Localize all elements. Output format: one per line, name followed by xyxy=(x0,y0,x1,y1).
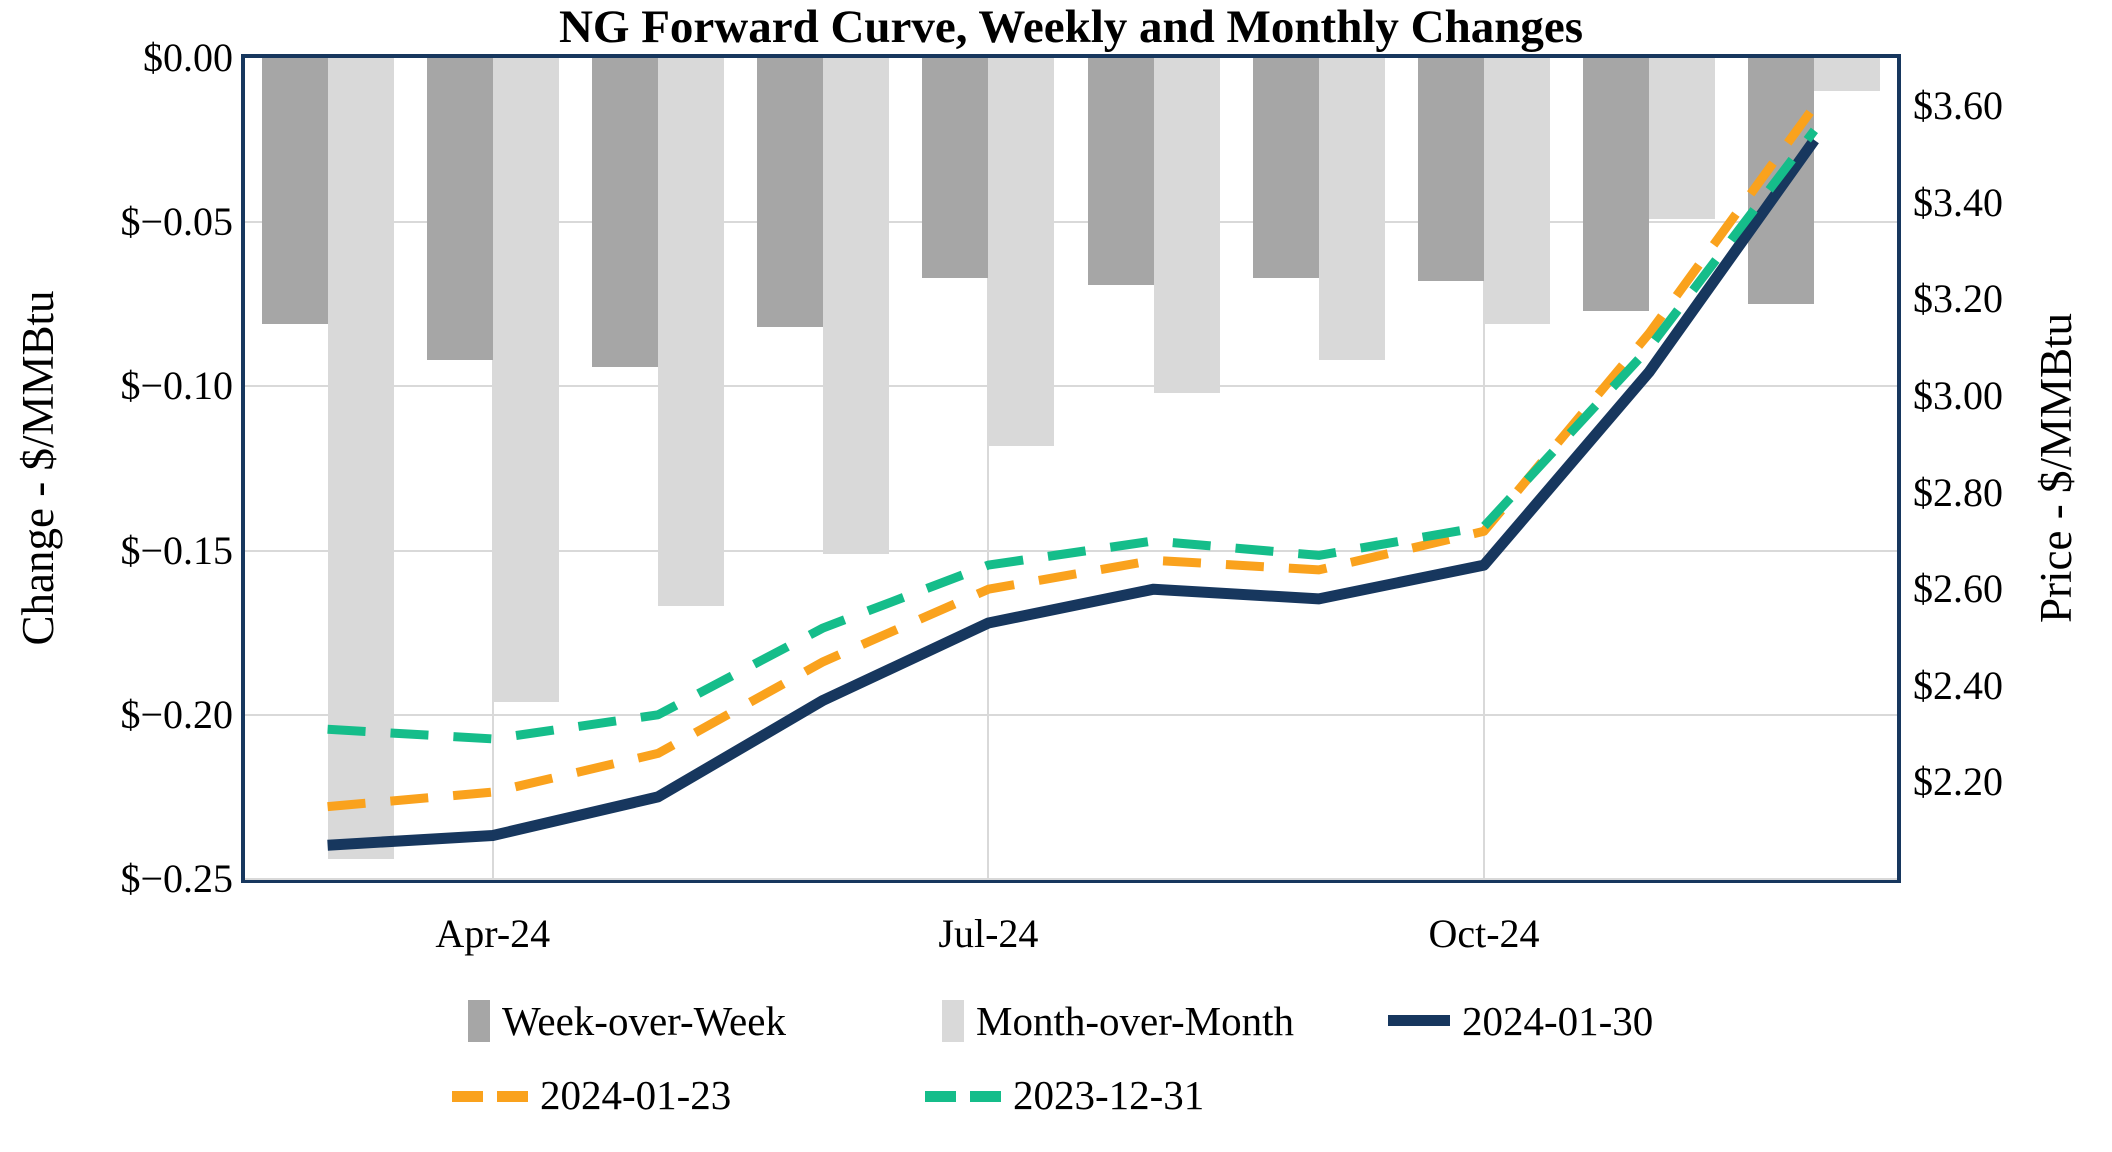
right-axis-tick: $2.60 xyxy=(1913,566,2003,612)
legend-label: 2024-01-30 xyxy=(1462,998,1654,1044)
left-axis-tick: $−0.20 xyxy=(120,691,233,737)
week-over-week-bar-Mar-24 xyxy=(261,58,328,324)
left-axis-tick: $−0.10 xyxy=(120,363,233,409)
gridline-horizontal xyxy=(245,385,1897,388)
right-axis-tick: $2.40 xyxy=(1913,662,2003,708)
gridline-horizontal xyxy=(245,221,1897,224)
x-axis-tick-Oct-24: Oct-24 xyxy=(1428,911,1540,956)
x-axis-tick-Apr-24: Apr-24 xyxy=(435,911,551,956)
month-over-month-bar-Oct-24 xyxy=(1484,58,1550,324)
dashed-line-swatch-icon xyxy=(497,1091,528,1102)
month-over-month-swatch-icon xyxy=(942,1000,964,1042)
plot-area xyxy=(241,54,1901,883)
week-over-week-bar-Apr-24 xyxy=(426,58,493,361)
week-over-week-bar-Nov-24 xyxy=(1583,58,1650,311)
month-over-month-bar-Aug-24 xyxy=(1153,58,1220,393)
dashed-line-swatch-icon xyxy=(452,1091,483,1102)
left-axis-title: Change - $/MMBtu xyxy=(13,290,63,646)
left-axis-tick: $−0.15 xyxy=(120,527,233,573)
left-axis-tick: $−0.25 xyxy=(120,856,233,901)
month-over-month-bar-Jul-24 xyxy=(988,58,1055,446)
forward-curve-line-2023-12-31 xyxy=(327,127,1818,744)
dashed-line-swatch-icon xyxy=(925,1091,956,1102)
dashed-line-swatch-icon xyxy=(970,1091,1001,1102)
gridline-vertical xyxy=(1483,58,1485,879)
month-over-month-bar-Nov-24 xyxy=(1649,58,1716,219)
month-over-month-bar-Apr-24 xyxy=(492,58,559,702)
right-axis-tick: $2.80 xyxy=(1913,469,2003,515)
legend-label: 2024-01-23 xyxy=(540,1072,732,1118)
left-axis-tick: $−0.05 xyxy=(120,199,233,245)
week-over-week-bar-May-24 xyxy=(592,58,658,367)
week-over-week-bar-Sep-24 xyxy=(1252,58,1319,278)
legend-label: Month-over-Month xyxy=(976,998,1295,1044)
legend-label: Week-over-Week xyxy=(502,998,786,1044)
x-axis-tick-Jul-24: Jul-24 xyxy=(938,911,1039,956)
gridline-horizontal xyxy=(245,713,1897,716)
week-over-week-bar-Jul-24 xyxy=(922,58,989,278)
forward-curve-line-2024-01-30 xyxy=(327,136,1819,851)
line-layer xyxy=(327,103,1819,851)
week-over-week-swatch-icon xyxy=(468,1000,490,1042)
right-axis-tick: $3.00 xyxy=(1913,373,2003,419)
month-over-month-bar-Jun-24 xyxy=(823,58,890,554)
week-over-week-bar-Aug-24 xyxy=(1087,58,1154,285)
right-axis-tick: $3.40 xyxy=(1913,179,2003,225)
gridline-vertical xyxy=(987,58,990,879)
month-over-month-bar-Sep-24 xyxy=(1318,58,1385,361)
forward-curve-line-2024-01-23 xyxy=(327,103,1819,812)
left-axis-tick: $0.00 xyxy=(143,35,233,80)
week-over-week-bar-Jun-24 xyxy=(757,58,824,328)
right-axis-tick: $3.20 xyxy=(1913,276,2003,322)
legend-label: 2023-12-31 xyxy=(1013,1072,1205,1118)
right-axis-tick: $2.20 xyxy=(1913,759,2003,805)
week-over-week-bar-Oct-24 xyxy=(1418,58,1484,282)
chart-title: NG Forward Curve, Weekly and Monthly Cha… xyxy=(558,1,1584,53)
right-axis-tick: $3.60 xyxy=(1913,83,2003,129)
gridline-horizontal xyxy=(245,878,1897,880)
solid-line-swatch-icon xyxy=(1388,1015,1450,1026)
month-over-month-bar-Dec-24 xyxy=(1814,58,1881,91)
month-over-month-bar-May-24 xyxy=(658,58,724,607)
